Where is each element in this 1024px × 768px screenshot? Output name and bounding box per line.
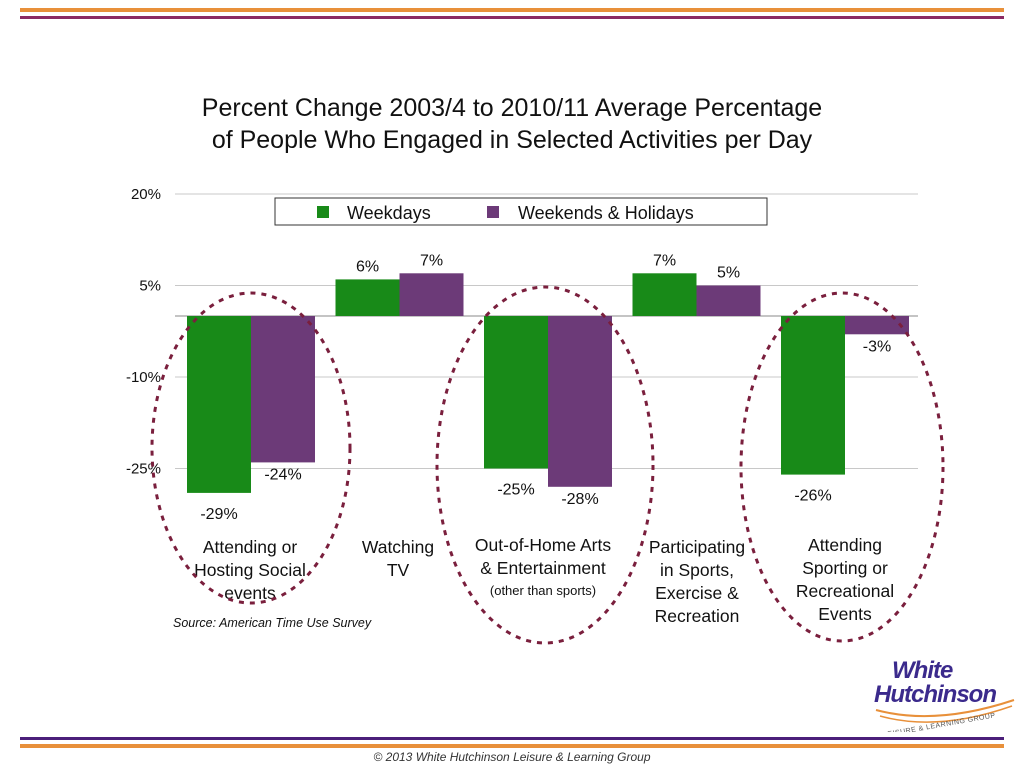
top-purple-rule: [20, 16, 1004, 19]
bar-chart: 20% 5% -10% -25% -29% 6% -25% 7% -26% -24% 7% -28% 5…: [126, 186, 945, 645]
category-label: in Sports,: [660, 560, 734, 580]
category-label: Out-of-Home Arts: [475, 535, 611, 555]
y-tick-label: -25%: [126, 461, 161, 478]
source-note: Source: American Time Use Survey: [173, 616, 372, 630]
copyright-footer: © 2013 White Hutchinson Leisure & Learni…: [373, 750, 651, 764]
chart-title: Percent Change 2003/4 to 2010/11 Average…: [0, 92, 1024, 156]
category-note: (other than sports): [490, 583, 596, 598]
y-tick-label: 20%: [131, 186, 161, 203]
title-line-2: of People Who Engaged in Selected Activi…: [211, 126, 813, 154]
category-label: Attending or: [203, 537, 298, 557]
weekends-bar: [548, 316, 612, 487]
weekends-bar: [251, 316, 315, 463]
weekdays-bar: [484, 316, 548, 469]
top-orange-rule: [20, 8, 1004, 12]
data-label: 6%: [356, 258, 379, 275]
category-label: Sporting or: [802, 558, 888, 578]
data-label: -29%: [200, 506, 237, 523]
legend-swatch-weekends: [487, 206, 499, 218]
logo-line-2: Hutchinson: [874, 681, 996, 708]
y-tick-label: 5%: [139, 278, 161, 295]
weekends-bar: [696, 285, 761, 316]
legend-box: [274, 197, 768, 226]
category-label: Attending: [808, 535, 882, 555]
highlight-ellipse: [739, 291, 945, 643]
data-label: -25%: [497, 482, 534, 499]
weekends-bar: [399, 273, 464, 316]
legend-label-weekdays: Weekdays: [347, 203, 431, 223]
weekends-bar: [845, 316, 909, 335]
category-label: Exercise &: [655, 583, 739, 603]
weekdays-bar: [335, 279, 400, 316]
weekdays-bar: [632, 273, 697, 316]
category-label: Recreational: [796, 581, 894, 601]
category-label: Hosting Social: [194, 560, 306, 580]
legend-label-weekends: Weekends & Holidays: [518, 203, 694, 223]
category-label: TV: [387, 560, 410, 580]
category-label: Watching: [362, 537, 434, 557]
highlight-ellipse: [150, 291, 352, 605]
bottom-purple-rule: [20, 737, 1004, 740]
data-label: -26%: [794, 488, 831, 505]
data-label: 5%: [717, 265, 740, 282]
category-label: events: [224, 583, 276, 603]
category-label: & Entertainment: [480, 558, 606, 578]
data-label: -3%: [863, 338, 891, 355]
category-label: Participating: [649, 537, 745, 557]
category-label: Recreation: [655, 606, 740, 626]
white-hutchinson-logo: White Hutchinson LEISURE & LEARNING GROU…: [866, 656, 1016, 739]
category-label: Events: [818, 604, 872, 624]
data-label: 7%: [420, 252, 443, 269]
weekdays-bar: [781, 316, 845, 475]
title-line-1: Percent Change 2003/4 to 2010/11 Average…: [201, 94, 823, 122]
data-label: 7%: [653, 252, 676, 269]
data-label: -28%: [561, 491, 598, 508]
y-tick-label: -10%: [126, 369, 161, 386]
logo-line-1: White: [892, 657, 953, 684]
highlight-ellipse: [435, 285, 655, 645]
weekdays-bar: [187, 316, 251, 493]
bottom-orange-rule: [20, 744, 1004, 748]
legend-swatch-weekdays: [317, 206, 329, 218]
data-label: -24%: [264, 466, 301, 483]
